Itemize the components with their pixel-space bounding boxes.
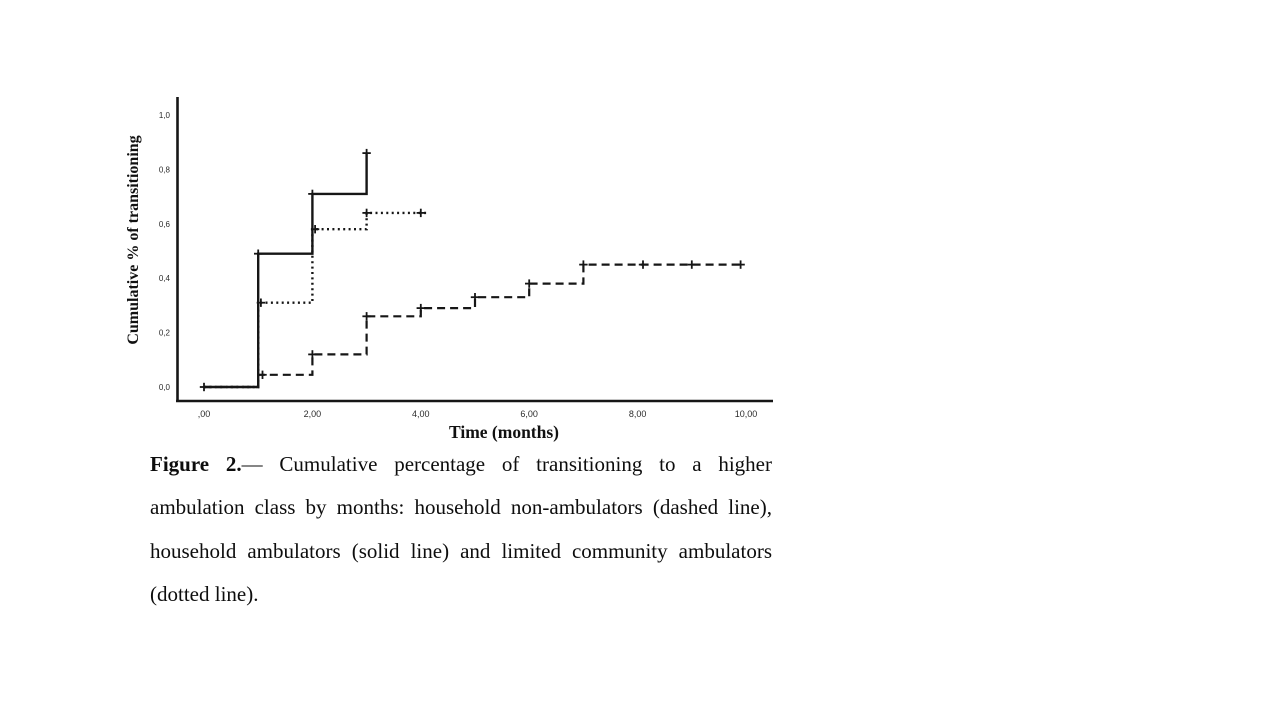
y-tick-label: 0,4 — [159, 274, 171, 283]
y-tick-label: 1,0 — [159, 111, 171, 120]
y-tick-label: 0,2 — [159, 329, 171, 338]
figure-caption: Figure 2.— Cumulative percentage of tran… — [150, 443, 772, 617]
x-tick-label: 2,00 — [304, 409, 322, 419]
series-line-solid — [204, 153, 368, 389]
y-tick-label: 0,6 — [159, 220, 171, 229]
figure-caption-body: — Cumulative percentage of transitioning… — [150, 452, 772, 607]
series-line-dotted — [204, 211, 427, 389]
x-axis-title: Time (months) — [448, 422, 560, 442]
x-tick-label: 4,00 — [412, 409, 430, 419]
y-tick-label: 0,8 — [159, 165, 171, 174]
x-tick-label: 6,00 — [520, 409, 538, 419]
x-tick-label: 10,00 — [735, 409, 758, 419]
x-tick-label: 8,00 — [629, 409, 647, 419]
series-line-dashed — [204, 263, 744, 389]
x-tick-label: ,00 — [198, 409, 211, 419]
survival-chart: 0,0 0,2 0,4 0,6 0,8 1,0 ,00 2,00 4,00 6,00 8,00 10,… — [159, 97, 773, 419]
y-tick-label: 0,0 — [159, 383, 171, 392]
figure-caption-label: Figure 2. — [150, 452, 242, 476]
